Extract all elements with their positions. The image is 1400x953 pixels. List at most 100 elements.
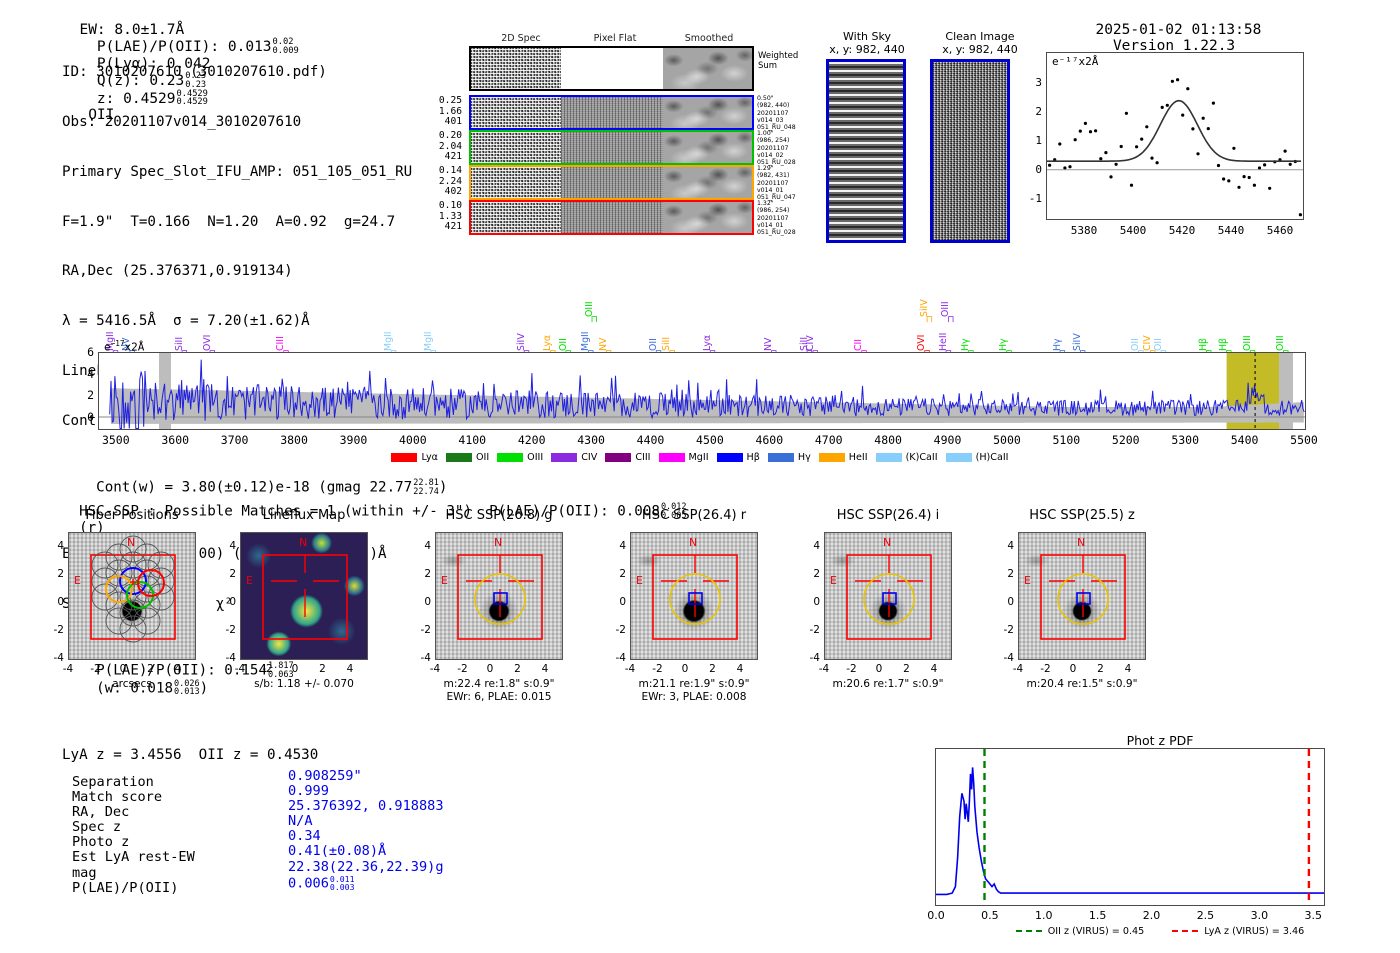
panel-caption-line1-2: m:22.4 re:1.8" s:0.9" bbox=[443, 678, 555, 690]
fiber1-pixelflat-image bbox=[561, 97, 663, 128]
legend-label-Hβ: Hβ bbox=[746, 452, 760, 463]
panel-0-ytick--4: 4 bbox=[57, 540, 64, 552]
panel-0-xtick-4: 4 bbox=[174, 663, 182, 675]
fiber-row-4 bbox=[469, 200, 754, 235]
legend-swatch-HeII bbox=[818, 452, 845, 462]
panel-5-xtick-2: 2 bbox=[1097, 663, 1104, 675]
line-fit-ytick-3: 3 bbox=[1035, 76, 1042, 89]
header-timestamp-version: 2025-01-02 01:13:58 Version 1.22.3 bbox=[1078, 6, 1261, 54]
spectrum-legend-item-HeII: HeII bbox=[818, 452, 868, 463]
match-val-spec-z: N/A bbox=[288, 813, 313, 830]
plae-frac: 1.817 0.063 bbox=[268, 661, 294, 680]
line-fit-ytick-1: 1 bbox=[1035, 134, 1042, 147]
info-cont-w: Cont(w) = 3.80(±0.12)e-18 (gmag 22.77 22.… bbox=[62, 462, 447, 513]
match-val-radec: 25.376392, 0.918883 bbox=[288, 798, 444, 815]
plya-label: P(Lyα): bbox=[79, 55, 167, 72]
panel-1-ytick--4: 4 bbox=[229, 540, 236, 552]
fiber-row-1 bbox=[469, 95, 754, 130]
fiber1-2dspec-image bbox=[471, 97, 561, 128]
spectrum-xtick-5100: 5100 bbox=[1052, 433, 1081, 447]
panel-caption-line1-5: m:20.4 re:1.5" s:0.9" bbox=[1026, 678, 1138, 690]
panel-0-ytick-4: -4 bbox=[53, 652, 64, 664]
match-val-match-score: 0.999 bbox=[288, 783, 329, 800]
legend-label-CIV: CIV bbox=[581, 452, 598, 463]
plae-w-frac: 0.026 0.013 bbox=[174, 678, 200, 698]
fiber3-2dspec-image bbox=[471, 167, 561, 198]
match-key-mag: mag bbox=[72, 864, 97, 881]
panel-image-4[interactable] bbox=[824, 532, 952, 660]
fiber4-smoothed-image bbox=[663, 202, 752, 233]
line-fit-xtick-5460: 5460 bbox=[1266, 224, 1294, 237]
compass-north-2: N bbox=[494, 536, 503, 549]
panel-2-ytick-0: 0 bbox=[424, 596, 431, 608]
panel-title-2: HSC SSP(26.8) g bbox=[445, 508, 553, 523]
panel-2-xtick-2: 2 bbox=[514, 663, 521, 675]
weighted-2dspec-image bbox=[471, 48, 561, 89]
panel-0-ytick-0: 0 bbox=[57, 596, 64, 608]
panel-4-xtick--2: -2 bbox=[846, 663, 857, 675]
photz-legend-item: OII z (VIRUS) = 0.45 bbox=[1015, 926, 1144, 937]
panel-caption-0: arcsecs bbox=[28, 678, 236, 691]
compass-east-4: E bbox=[830, 574, 837, 587]
fiber-row-4-metrics: 0.10 1.33 421 bbox=[438, 200, 462, 233]
spectrum-xtick-5200: 5200 bbox=[1111, 433, 1140, 447]
spectrum-xtick-3900: 3900 bbox=[339, 433, 368, 447]
weighted-sum-row bbox=[469, 46, 754, 91]
match-val-mag: 22.38(22.36,22.39)g bbox=[288, 858, 444, 875]
panel-4-ytick--2: 2 bbox=[813, 568, 820, 580]
spectrum-xtick-5000: 5000 bbox=[993, 433, 1021, 447]
photz-xtick-0.0: 0.0 bbox=[927, 909, 945, 922]
panel-image-1[interactable] bbox=[240, 532, 368, 660]
panel-4-xtick-0: 0 bbox=[875, 663, 883, 675]
legend-swatch-CIII bbox=[605, 452, 632, 462]
compass-east-2: E bbox=[441, 574, 448, 587]
spectrum-xtick-4100: 4100 bbox=[458, 433, 487, 447]
legend-swatch-CIV bbox=[551, 452, 578, 462]
panel-caption-5: m:20.4 re:1.5" s:0.9" bbox=[978, 678, 1186, 691]
match-val-plae-poii: 0.006 0.011 0.003 bbox=[288, 873, 355, 892]
panel-0-xtick--2: -2 bbox=[90, 663, 101, 675]
panel-3-ytick-2: -2 bbox=[615, 624, 626, 636]
weighted-sum-label: Weighted Sum bbox=[758, 51, 799, 71]
spectrum-legend-item-(K)CaII: (K)CaII bbox=[875, 452, 938, 463]
qz-value: 0.23 bbox=[149, 72, 185, 89]
panel-overlay-3 bbox=[652, 554, 738, 640]
compass-north-4: N bbox=[883, 536, 892, 549]
panel-5-xtick-0: 0 bbox=[1069, 663, 1077, 675]
info-plae-poii: P(LAE)/P(OII): 0.154 1.817 0.063 (w: 0.018… bbox=[62, 646, 447, 714]
panel-5-xtick--4: -4 bbox=[1012, 663, 1024, 675]
timestamp: 2025-01-02 01:13:58 bbox=[1095, 22, 1262, 38]
ew-value: 8.0±1.7Å bbox=[114, 22, 185, 38]
photz-legend: OII z (VIRUS) = 0.45 LyA z (VIRUS) = 3.46 bbox=[960, 926, 1360, 937]
legend-swatch-(K)CaII bbox=[875, 452, 902, 462]
fiber4-pixelflat-image bbox=[561, 202, 663, 233]
legend-label-OII: OII bbox=[475, 452, 490, 463]
panel-image-5[interactable] bbox=[1018, 532, 1146, 660]
panel-image-0[interactable] bbox=[68, 532, 196, 660]
with-sky-image bbox=[826, 59, 906, 243]
spectrum-units-label: e−17x2Å bbox=[104, 339, 145, 354]
panel-5-xtick--2: -2 bbox=[1040, 663, 1051, 675]
panel-4-ytick--4: 4 bbox=[813, 540, 820, 552]
panel-0-xtick-0: 0 bbox=[119, 663, 127, 675]
legend-label-Lyα: Lyα bbox=[421, 452, 438, 463]
with-sky-header: With Sky x, y: 982, 440 bbox=[812, 30, 922, 56]
spectrum-ytick-2: 2 bbox=[87, 388, 94, 402]
panel-title-1: Lineflux Map bbox=[262, 508, 346, 523]
line-fit-xtick-5380: 5380 bbox=[1070, 224, 1098, 237]
panel-caption-2: m:22.4 re:1.8" s:0.9" EWr: 6, PLAE: 0.015 bbox=[395, 678, 603, 704]
plae-mid: (w: 0.018 bbox=[96, 680, 174, 697]
compass-north-5: N bbox=[1077, 536, 1086, 549]
with-sky-coords: x, y: 982, 440 bbox=[829, 43, 905, 56]
spectrum-xtick-4800: 4800 bbox=[874, 433, 902, 447]
panel-1-xtick--4: -4 bbox=[234, 663, 246, 675]
emission-line-bracket-23: ⊓ bbox=[947, 314, 955, 325]
plae-close: ) bbox=[199, 680, 209, 697]
panel-1-xtick-4: 4 bbox=[346, 663, 354, 675]
panel-image-3[interactable] bbox=[630, 532, 758, 660]
spectrum-legend-item-Hγ: Hγ bbox=[767, 452, 811, 463]
info-obs: Obs: 20201107v014_3010207610 bbox=[62, 113, 302, 130]
panel-image-2[interactable] bbox=[435, 532, 563, 660]
panel-4-xtick--4: -4 bbox=[818, 663, 830, 675]
match-table-values: 0.908259" 0.999 25.376392, 0.918883 N/A … bbox=[288, 768, 444, 892]
